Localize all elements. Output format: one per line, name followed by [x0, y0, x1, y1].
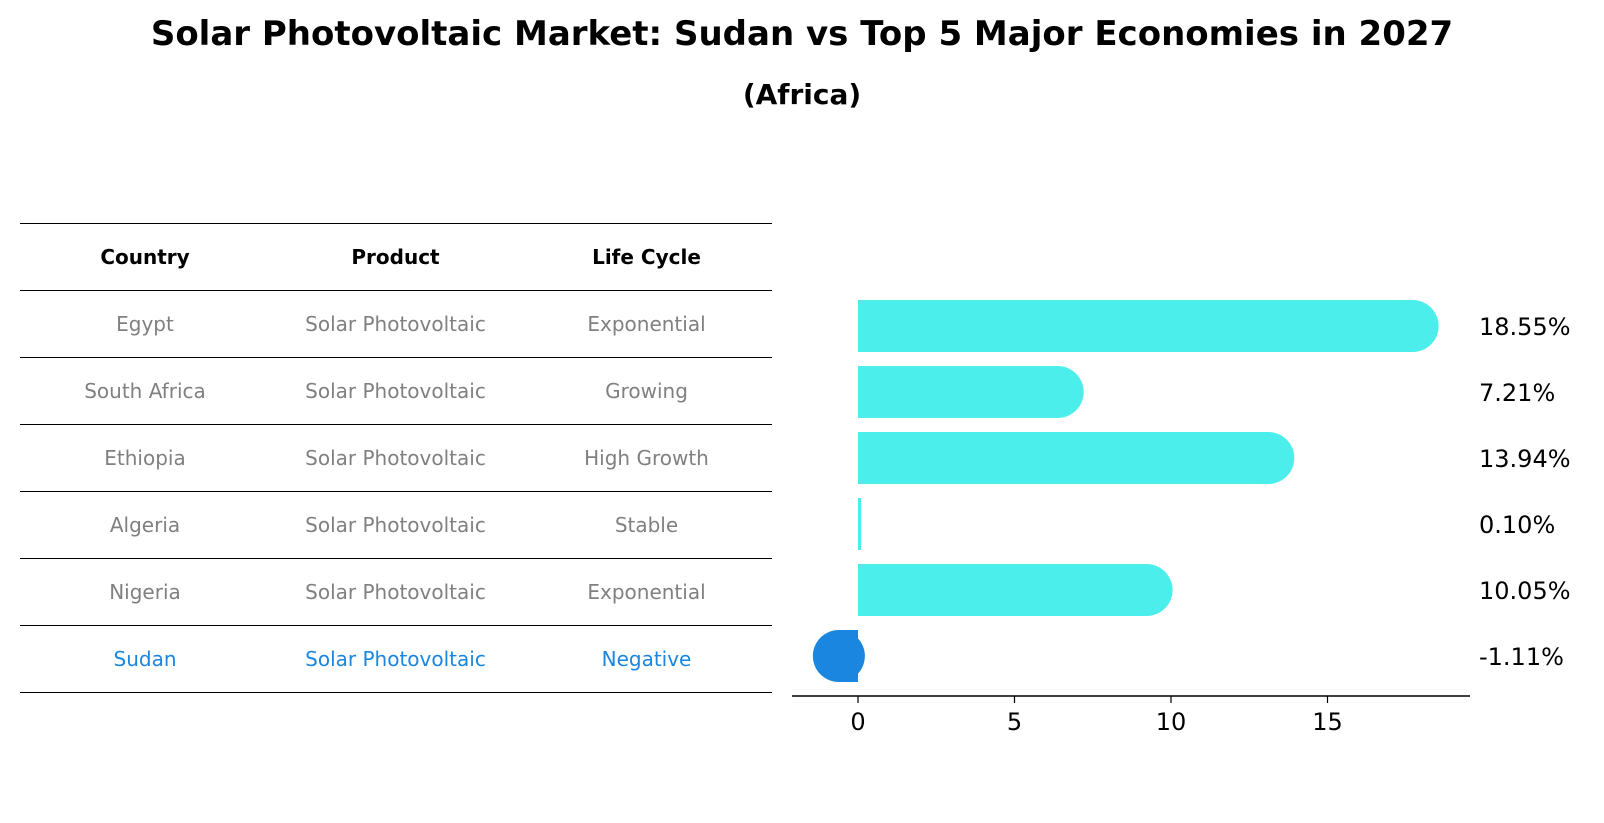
country-cell: Nigeria: [109, 580, 181, 604]
country-cell: Ethiopia: [104, 446, 186, 470]
country-cell: Egypt: [116, 312, 174, 336]
x-tick-label: 10: [1156, 708, 1187, 736]
bar-cap: [1242, 432, 1295, 484]
bar-algeria: [858, 498, 862, 550]
table-row: Algeria Solar Photovoltaic Stable: [20, 492, 772, 559]
x-tick-label: 15: [1312, 708, 1343, 736]
country-table: Country Product Life Cycle Egypt Solar P…: [20, 223, 772, 693]
bar-cap: [1031, 366, 1084, 418]
product-cell: Solar Photovoltaic: [305, 446, 486, 470]
x-tick-label: 0: [850, 708, 865, 736]
country-cell: Sudan: [113, 647, 177, 671]
x-tick-label: 5: [1007, 708, 1022, 736]
life-cycle-cell: Growing: [605, 379, 688, 403]
value-label: -1.11%: [1479, 643, 1564, 671]
country-cell: South Africa: [84, 379, 206, 403]
life-cycle-cell: Exponential: [587, 580, 706, 604]
bar-cap: [1120, 564, 1173, 616]
product-cell: Solar Photovoltaic: [305, 647, 486, 671]
table-row: Egypt Solar Photovoltaic Exponential: [20, 291, 772, 358]
bar-egypt: [858, 300, 1439, 352]
product-cell: Solar Photovoltaic: [305, 580, 486, 604]
table-row: South Africa Solar Photovoltaic Growing: [20, 358, 772, 425]
life-cycle-cell: Negative: [601, 647, 692, 671]
value-label: 10.05%: [1479, 577, 1571, 605]
product-cell: Solar Photovoltaic: [305, 513, 486, 537]
bar-ethiopia: [858, 432, 1295, 484]
table-row-highlighted: Sudan Solar Photovoltaic Negative: [20, 626, 772, 693]
bar-body: [858, 564, 1147, 616]
header-country: Country: [100, 245, 190, 269]
value-label: 18.55%: [1479, 313, 1571, 341]
value-label: 13.94%: [1479, 445, 1571, 473]
table-row: Ethiopia Solar Photovoltaic High Growth: [20, 425, 772, 492]
life-cycle-cell: Stable: [614, 513, 679, 537]
value-label: 7.21%: [1479, 379, 1555, 407]
bar-south-africa: [858, 366, 1084, 418]
bar-cap: [812, 630, 865, 682]
bar-body: [858, 366, 1058, 418]
header-product: Product: [351, 245, 440, 269]
table-row: Nigeria Solar Photovoltaic Exponential: [20, 559, 772, 626]
bar-cap: [1386, 300, 1439, 352]
chart-title: Solar Photovoltaic Market: Sudan vs Top …: [150, 14, 1454, 54]
bar-body: [858, 300, 1413, 352]
life-cycle-cell: Exponential: [587, 312, 706, 336]
table-header-row: Country Product Life Cycle: [20, 224, 772, 291]
product-cell: Solar Photovoltaic: [305, 312, 486, 336]
bar-nigeria: [858, 564, 1173, 616]
value-label: 0.10%: [1479, 511, 1555, 539]
life-cycle-cell: High Growth: [584, 446, 709, 470]
chart-subtitle: (Africa): [742, 78, 862, 111]
country-cell: Algeria: [109, 513, 181, 537]
bar-sudan: [812, 630, 865, 682]
bar-body: [858, 432, 1269, 484]
bar-body: [858, 498, 862, 550]
product-cell: Solar Photovoltaic: [305, 379, 486, 403]
header-life-cycle: Life Cycle: [592, 245, 701, 269]
